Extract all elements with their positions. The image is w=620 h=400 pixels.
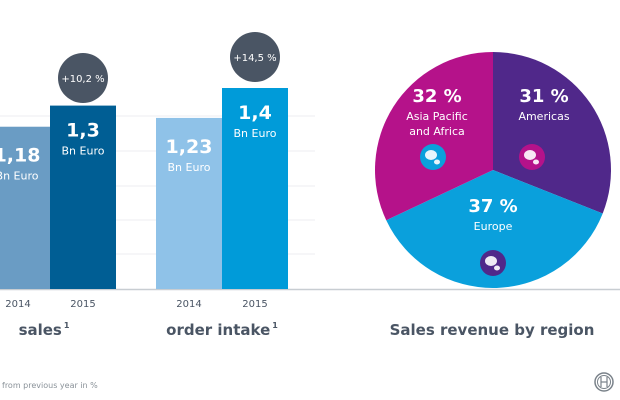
bar-unit-label: Bn Euro [62,145,105,158]
asia-globe-icon-land [425,150,437,160]
bar-2014 [156,117,222,289]
bar-unit-label: Bn Euro [0,170,39,183]
change-label: +14,5 % [233,53,276,64]
pie-title: Sales revenue by region [390,321,595,339]
bar-unit-label: Bn Euro [168,161,211,174]
pie-slice-asia-pacific-and-africa [374,51,493,221]
footnote: from previous year in % [2,381,98,390]
slice-name-label: Europe [474,220,513,233]
slice-name-label: Asia Pacific [406,110,468,123]
change-bubble [58,53,108,103]
bar-value-label: 1,3 [66,120,100,142]
europe-globe-icon-land [485,256,497,266]
bar-value-label: 1,18 [0,145,40,167]
bar-value-label: 1,4 [238,102,272,124]
slice-name-label: Americas [518,110,569,123]
pie-slice-europe [386,170,603,288]
sales-title: sales 1 [19,321,70,339]
bar-value-label: 1,23 [166,136,213,158]
bar-2015 [222,88,288,289]
americas-globe-icon-land [524,150,536,160]
europe-globe-icon-land [494,265,500,271]
x-tick-label: 2014 [5,299,30,310]
slice-value-label: 37 % [468,196,517,217]
order-intake-title: order intake 1 [166,321,278,339]
slice-value-label: 32 % [412,86,461,107]
bar-2014 [0,126,50,289]
change-label: +10,2 % [61,74,104,85]
slice-value-label: 31 % [519,86,568,107]
change-bubble [230,32,280,82]
slice-name-label: and Africa [409,125,465,138]
x-tick-label: 2015 [242,299,267,310]
bar-2015 [50,105,116,289]
bosch-logo [594,372,614,392]
asia-globe-icon-land [434,159,440,165]
pie-slice-americas [493,52,611,214]
bar-unit-label: Bn Euro [234,127,277,140]
x-tick-label: 2015 [70,299,95,310]
x-tick-label: 2014 [176,299,201,310]
americas-globe-icon-land [533,159,539,165]
